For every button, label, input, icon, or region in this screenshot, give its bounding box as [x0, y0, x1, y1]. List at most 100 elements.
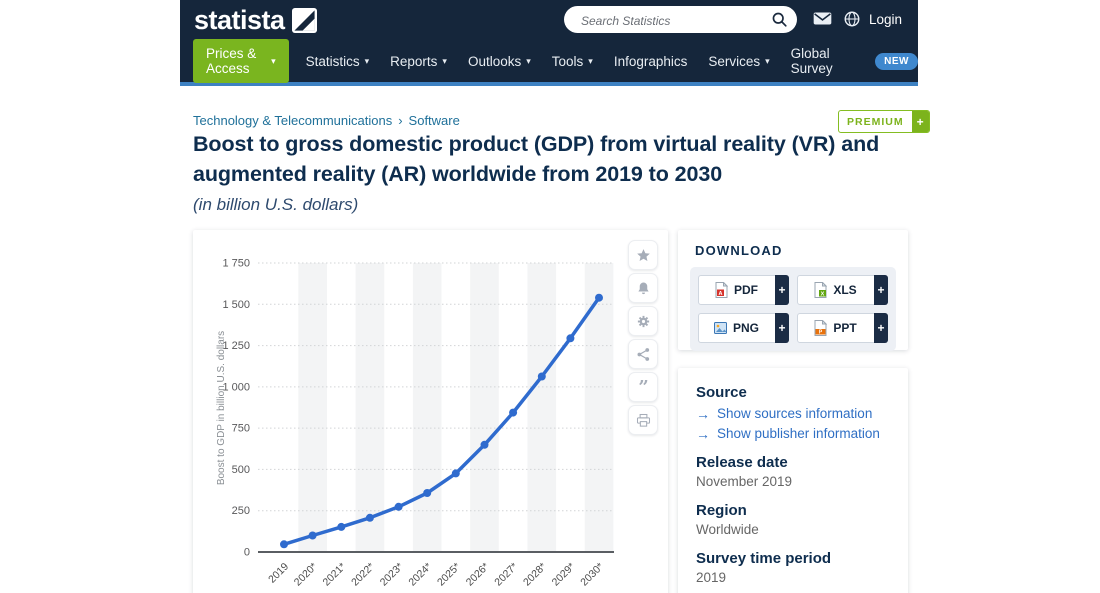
download-ppt-button[interactable]: P PPT + [797, 313, 888, 343]
data-point-2025[interactable] [451, 469, 460, 478]
plot-band [584, 263, 614, 552]
nav-item-label: Global Survey [790, 46, 833, 76]
x-tick-label: 2030* [578, 561, 606, 589]
share-button[interactable] [628, 339, 658, 369]
settings-gear-icon [636, 314, 651, 329]
data-point-2024[interactable] [423, 489, 432, 497]
svg-text:P: P [819, 330, 823, 336]
globe-icon[interactable] [844, 11, 860, 32]
release-date-value: November 2019 [696, 474, 793, 489]
download-pdf-button[interactable]: A PDF + [698, 275, 789, 305]
download-xls-plus-button[interactable]: + [874, 275, 888, 305]
premium-plus-button[interactable]: + [911, 111, 929, 132]
link-label: Show sources information [717, 406, 873, 421]
citation-quote-button[interactable]: ” [628, 372, 658, 402]
x-tick-label: 2027* [492, 561, 520, 589]
chevron-down-icon: ▾ [765, 56, 770, 66]
favorite-star-button[interactable] [628, 240, 658, 270]
data-point-2028[interactable] [537, 372, 546, 381]
x-tick-label: 2029* [550, 561, 578, 589]
data-point-2020[interactable] [308, 531, 317, 540]
y-tick-label: 250 [232, 505, 250, 517]
mail-icon[interactable] [813, 12, 832, 30]
alert-bell-button[interactable] [628, 273, 658, 303]
data-point-2030[interactable] [595, 293, 603, 302]
data-point-2021[interactable] [337, 522, 346, 531]
nav-item-label: Prices & Access [206, 46, 257, 76]
x-tick-label: 2022* [349, 561, 377, 589]
download-buttons: A PDF + X XLS + PNG + P PPT + [690, 267, 896, 351]
x-tick-label: 2024* [406, 561, 434, 589]
nav-item-label: Infographics [613, 53, 688, 69]
y-tick-label: 1 000 [222, 381, 250, 393]
search-input[interactable] [579, 13, 758, 29]
link-label: Show publisher information [717, 426, 880, 441]
arrow-right-icon: → [696, 405, 710, 422]
favorite-star-icon [636, 248, 651, 263]
nav-item-reports[interactable]: Reports ▾ [390, 54, 447, 69]
plot-band [412, 263, 442, 552]
source-heading: Source [696, 384, 747, 401]
release-date-heading: Release date [696, 454, 788, 471]
data-point-2023[interactable] [394, 502, 403, 511]
download-pdf-plus-button[interactable]: + [775, 275, 789, 305]
breadcrumb-link-software[interactable]: Software [408, 113, 460, 128]
chevron-down-icon: ▾ [271, 56, 276, 66]
nav-item-global-survey[interactable]: Global Survey [791, 46, 847, 76]
details-panel: Source → Show sources information → Show pub… [678, 368, 908, 593]
chevron-down-icon: ▾ [442, 56, 447, 66]
nav-item-infographics[interactable]: Infographics [614, 54, 688, 69]
show-publisher-information-link[interactable]: → Show publisher information [696, 426, 890, 441]
chevron-down-icon: ▾ [526, 56, 531, 66]
plot-band [355, 263, 385, 552]
download-png-button[interactable]: PNG + [698, 313, 789, 343]
nav-item-label: Tools [551, 53, 584, 69]
nav-item-services[interactable]: Services ▾ [708, 54, 769, 69]
y-tick-label: 1 250 [222, 340, 250, 352]
premium-badge: PREMIUM + [838, 110, 930, 133]
nav-item-outlooks[interactable]: Outlooks ▾ [468, 54, 531, 69]
x-tick-label: 2023* [378, 561, 406, 589]
download-xls-button[interactable]: X XLS + [797, 275, 888, 305]
ppt-file-icon: P [814, 320, 828, 336]
y-tick-label: 1 750 [222, 258, 250, 270]
breadcrumb-link-technology-telecommunications[interactable]: Technology & Telecommunications [193, 113, 393, 128]
y-tick-label: 750 [232, 423, 250, 435]
premium-badge-label: PREMIUM [847, 115, 904, 128]
login-link[interactable]: Login [869, 12, 903, 27]
search-icon[interactable] [771, 11, 788, 28]
nav-item-prices-access[interactable]: Prices & Access ▾ [193, 39, 289, 83]
download-button-label: PDF [734, 283, 758, 297]
plot-band [527, 263, 557, 552]
x-tick-label: 2028* [521, 561, 549, 589]
share-icon [636, 347, 651, 362]
x-tick-label: 2019 [266, 561, 291, 586]
data-point-2029[interactable] [566, 334, 575, 343]
chart-card: 0 250 500 750 1 000 1 250 1 500 1 750 2019 2020* 2… [193, 230, 668, 593]
nav-item-tools[interactable]: Tools ▾ [552, 54, 593, 69]
breadcrumb-separator: › [398, 113, 403, 128]
download-ppt-plus-button[interactable]: + [874, 313, 888, 343]
download-button-label: XLS [833, 283, 857, 297]
settings-gear-button[interactable] [628, 306, 658, 336]
main-nav: Prices & Access ▾ Statistics ▾ Reports ▾ Outlo… [193, 39, 918, 83]
data-point-2022[interactable] [365, 513, 374, 522]
plot-band [470, 263, 499, 552]
print-button[interactable] [628, 405, 658, 435]
data-point-2026[interactable] [480, 440, 489, 449]
alert-bell-icon [636, 281, 651, 296]
site-header: statista [180, 0, 918, 86]
data-point-2019[interactable] [280, 540, 288, 549]
download-png-plus-button[interactable]: + [775, 313, 789, 343]
statista-logo[interactable]: statista [194, 5, 317, 36]
page-subtitle: (in billion U.S. dollars) [193, 195, 359, 214]
download-button-label: PPT [833, 321, 857, 335]
data-point-2027[interactable] [509, 408, 518, 417]
show-sources-information-link[interactable]: → Show sources information [696, 406, 890, 421]
region-value: Worldwide [696, 522, 759, 537]
search-box [564, 6, 797, 33]
nav-item-statistics[interactable]: Statistics ▾ [306, 54, 370, 69]
svg-text:A: A [719, 291, 723, 297]
